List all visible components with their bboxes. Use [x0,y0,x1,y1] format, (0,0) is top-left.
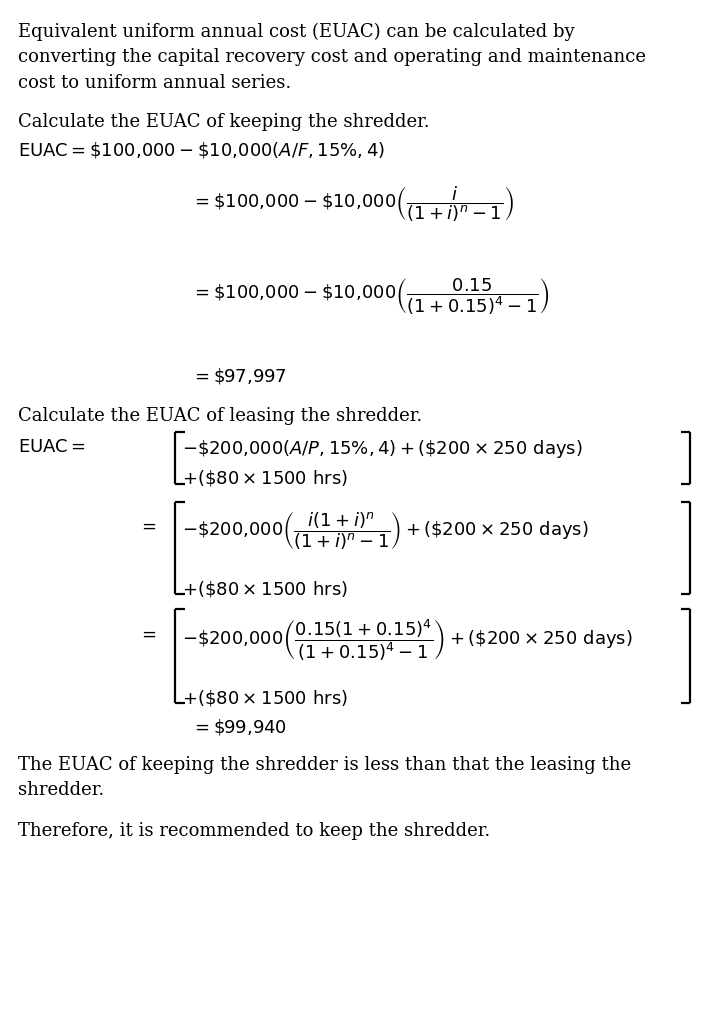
Text: $= \$97{,}997$: $= \$97{,}997$ [191,366,287,386]
Text: $=$: $=$ [138,625,156,643]
Text: Equivalent uniform annual cost (EUAC) can be calculated by: Equivalent uniform annual cost (EUAC) ca… [18,23,574,41]
Text: shredder.: shredder. [18,781,104,800]
Text: Therefore, it is recommended to keep the shredder.: Therefore, it is recommended to keep the… [18,822,490,841]
Text: $+(\$80\times1500\ \mathrm{hrs})$: $+(\$80\times1500\ \mathrm{hrs})$ [182,468,348,488]
Text: Calculate the EUAC of leasing the shredder.: Calculate the EUAC of leasing the shredd… [18,407,422,425]
Text: converting the capital recovery cost and operating and maintenance: converting the capital recovery cost and… [18,48,645,67]
Text: $+(\$80\times1500\ \mathrm{hrs})$: $+(\$80\times1500\ \mathrm{hrs})$ [182,688,348,709]
Text: $+(\$80\times1500\ \mathrm{hrs})$: $+(\$80\times1500\ \mathrm{hrs})$ [182,579,348,599]
Text: $\mathrm{EUAC} =$: $\mathrm{EUAC} =$ [18,438,86,457]
Text: $= \$99{,}940$: $= \$99{,}940$ [191,717,287,737]
Text: $-\$200{,}000\left(\dfrac{0.15(1+0.15)^{4}}{(1+0.15)^{4}-1}\right)+(\$200\times : $-\$200{,}000\left(\dfrac{0.15(1+0.15)^{… [182,617,632,664]
Text: cost to uniform annual series.: cost to uniform annual series. [18,74,291,92]
Text: $=$: $=$ [138,517,156,536]
Text: $= \$100{,}000 - \$10{,}000\left(\dfrac{i}{(1+i)^{n}-1}\right)$: $= \$100{,}000 - \$10{,}000\left(\dfrac{… [191,184,514,224]
Text: $-\$200{,}000\left(\dfrac{i(1+i)^{n}}{(1+i)^{n}-1}\right)+(\$200\times 250\ \mat: $-\$200{,}000\left(\dfrac{i(1+i)^{n}}{(1… [182,510,588,552]
Text: $\mathrm{EUAC} = \$100{,}000 - \$10{,}000(A/F,15\%,4)$: $\mathrm{EUAC} = \$100{,}000 - \$10{,}00… [18,140,385,161]
Text: The EUAC of keeping the shredder is less than that the leasing the: The EUAC of keeping the shredder is less… [18,756,631,774]
Text: Calculate the EUAC of keeping the shredder.: Calculate the EUAC of keeping the shredd… [18,113,429,131]
Text: $= \$100{,}000 - \$10{,}000\left(\dfrac{0.15}{(1+0.15)^{4}-1}\right)$: $= \$100{,}000 - \$10{,}000\left(\dfrac{… [191,276,550,317]
Text: $-\$200{,}000(A/P,15\%,4)+(\$200\times 250\ \mathrm{days})$: $-\$200{,}000(A/P,15\%,4)+(\$200\times 2… [182,438,583,460]
